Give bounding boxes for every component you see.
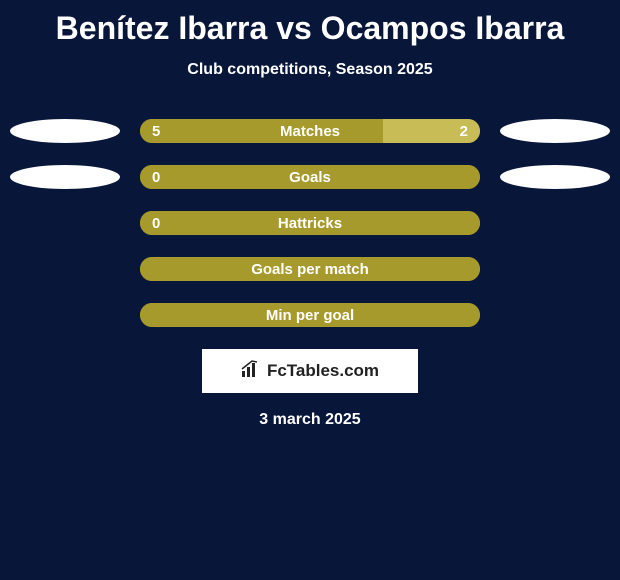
site-logo-box: FcTables.com [202,349,418,393]
stat-value-left: 5 [152,119,160,143]
stat-value-right: 2 [460,119,468,143]
stat-label: Matches [140,119,480,143]
snapshot-date: 3 march 2025 [0,411,620,429]
stat-row: Min per goal [0,303,620,327]
stat-rows: Matches52Goals0Hattricks0Goals per match… [0,119,620,327]
stat-row: Hattricks0 [0,211,620,235]
stat-row: Goals per match [0,257,620,281]
player-right-marker [500,119,610,143]
stat-value-left: 0 [152,211,160,235]
stat-label: Min per goal [140,303,480,327]
stat-bar: Min per goal [140,303,480,327]
stat-row: Goals0 [0,165,620,189]
stat-row: Matches5 2 [0,119,620,143]
stat-bar: Goals per match [140,257,480,281]
stat-label: Goals per match [140,257,480,281]
comparison-title: Benítez Ibarra vs Ocampos Ibarra [0,0,620,47]
player-left-marker [10,119,120,143]
site-logo: FcTables.com [241,360,379,383]
stat-value-left: 0 [152,165,160,189]
bar-chart-icon [241,360,263,383]
stat-label: Goals [140,165,480,189]
player-left-marker [10,165,120,189]
logo-text: FcTables.com [267,361,379,381]
stat-label: Hattricks [140,211,480,235]
stat-bar: Hattricks0 [140,211,480,235]
player-right-marker [500,165,610,189]
stat-bar: Matches5 2 [140,119,480,143]
stat-bar: Goals0 [140,165,480,189]
comparison-subtitle: Club competitions, Season 2025 [0,61,620,79]
